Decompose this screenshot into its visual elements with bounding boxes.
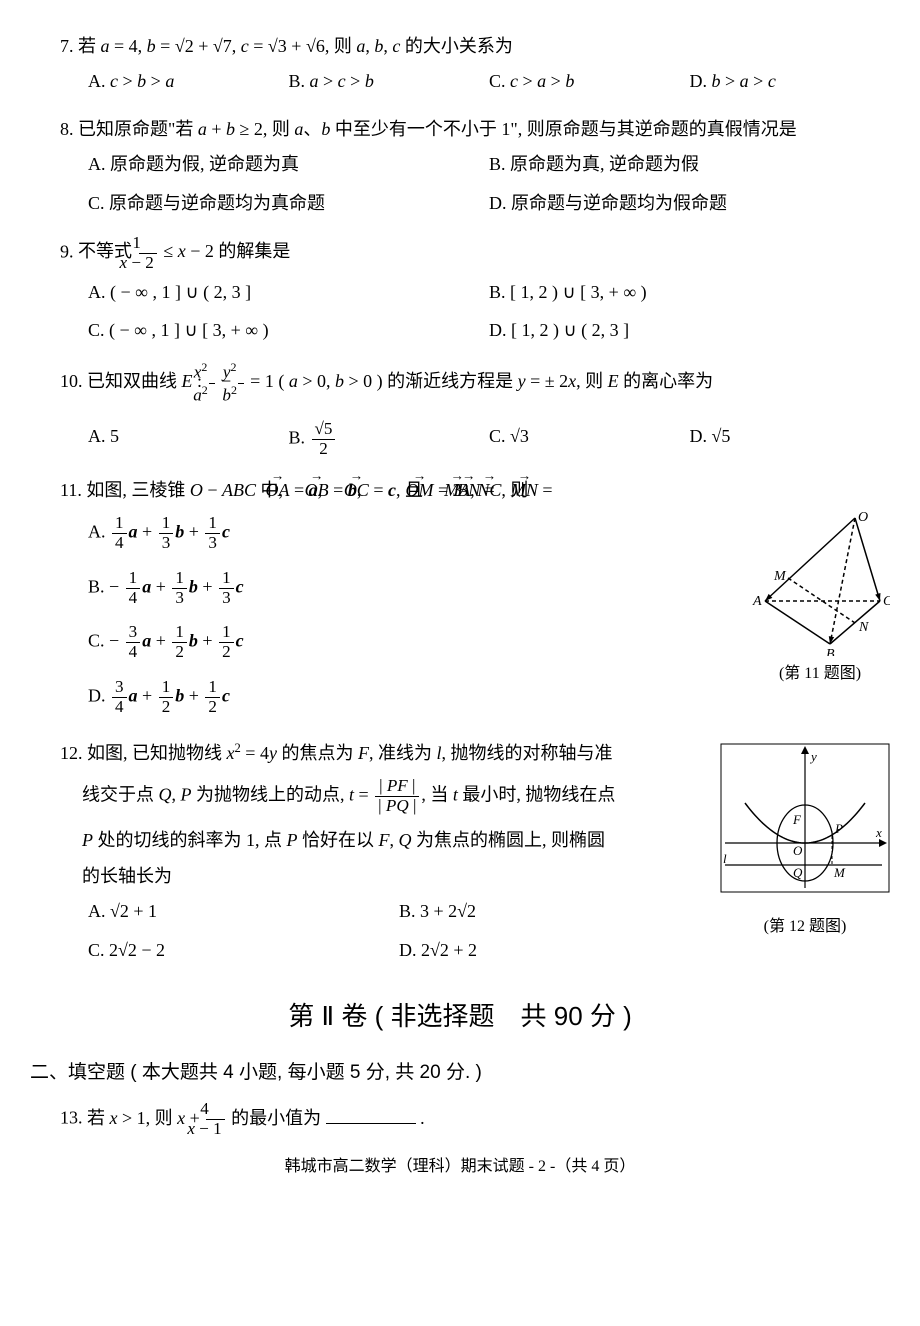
q11-fig-caption: (第 11 题图): [750, 660, 890, 689]
question-10: 10. 已知双曲线 E : x2a2 − y2b2 = 1 ( a > 0, b…: [30, 361, 890, 462]
q13-text: 若 x > 1, 则 x + 4x − 1 的最小值为 .: [87, 1108, 425, 1128]
q12-A: A. √2 + 1: [88, 892, 399, 930]
q7-num: 7.: [60, 36, 74, 56]
question-9: 9. 不等式 1x − 2 ≤ x − 2 的解集是 A. ( − ∞ , 1 …: [30, 234, 890, 349]
question-8: 8. 已知原命题"若 a + b ≥ 2, 则 a、b 中至少有一个不小于 1"…: [30, 113, 890, 222]
q10-options: A. 5 B. √52 C. √3 D. √5: [88, 417, 890, 462]
q7-C: C. c > a > b: [489, 62, 690, 100]
question-12: 12. 如图, 已知抛物线 x2 = 4y 的焦点为 F, 准线为 l, 抛物线…: [30, 737, 890, 970]
q12-fig-caption: (第 12 题图): [720, 913, 890, 942]
q10-B: B. √52: [289, 417, 490, 462]
q9-num: 9.: [60, 241, 74, 261]
svg-text:Q: Q: [793, 865, 803, 880]
section-2-title: 第 Ⅱ 卷 ( 非选择题 共 90 分 ): [30, 993, 890, 1040]
page-footer: 韩城市高二数学（理科）期末试题 - 2 -（共 4 页）: [30, 1153, 890, 1182]
q12-text4: 的长轴长为: [82, 860, 710, 892]
q7-A: A. c > b > a: [88, 62, 289, 100]
svg-text:B: B: [826, 647, 835, 656]
question-11: 11. 如图, 三棱锥 O − ABC 中, OA = a, OB = b, O…: [30, 474, 890, 725]
q11-D: D. 34a + 12b + 12c: [88, 670, 740, 725]
q13-stem: 13. 若 x > 1, 则 x + 4x − 1 的最小值为 .: [60, 1100, 890, 1139]
svg-text:C: C: [883, 594, 890, 609]
q11-C: C. − 34a + 12b + 12c: [88, 615, 740, 670]
q12-B: B. 3 + 2√2: [399, 892, 710, 930]
q12-text3: P 处的切线的斜率为 1, 点 P 恰好在以 F, Q 为焦点的椭圆上, 则椭圆: [82, 824, 710, 856]
q10-text: 已知双曲线 E : x2a2 − y2b2 = 1 ( a > 0, b > 0…: [87, 371, 713, 391]
q8-B: B. 原命题为真, 逆命题为假: [489, 145, 890, 183]
q10-C: C. √3: [489, 417, 690, 462]
svg-text:O: O: [858, 510, 868, 525]
svg-text:M: M: [833, 865, 846, 880]
q12-D: D. 2√2 + 2: [399, 931, 710, 969]
svg-text:l: l: [723, 851, 727, 866]
q8-num: 8.: [60, 119, 74, 139]
q8-text: 已知原命题"若 a + b ≥ 2, 则 a、b 中至少有一个不小于 1", 则…: [78, 119, 797, 139]
svg-text:N: N: [858, 620, 869, 635]
q7-D: D. b > a > c: [690, 62, 891, 100]
svg-text:y: y: [809, 749, 817, 764]
q12-figure: y x F OQ P Ml (第 12 题图): [720, 743, 890, 942]
subsection-2: 二、填空题 ( 本大题共 4 小题, 每小题 5 分, 共 20 分. ): [30, 1056, 890, 1090]
q11-svg: O A C B M N: [750, 506, 890, 656]
q7-text: 若 a = 4, b = √2 + √7, c = √3 + √6, 则 a, …: [78, 36, 513, 56]
svg-text:x: x: [875, 825, 882, 840]
q9-stem: 9. 不等式 1x − 2 ≤ x − 2 的解集是: [60, 234, 890, 273]
q9-text: 不等式 1x − 2 ≤ x − 2 的解集是: [78, 241, 290, 261]
q11-A: A. 14a + 13b + 13c: [88, 506, 740, 561]
q10-D: D. √5: [690, 417, 891, 462]
q8-C: C. 原命题与逆命题均为真命题: [88, 184, 489, 222]
q9-C: C. ( − ∞ , 1 ] ∪ [ 3, + ∞ ): [88, 311, 489, 349]
q9-B: B. [ 1, 2 ) ∪ [ 3, + ∞ ): [489, 273, 890, 311]
q9-options: A. ( − ∞ , 1 ] ∪ ( 2, 3 ] B. [ 1, 2 ) ∪ …: [88, 273, 890, 350]
svg-text:M: M: [773, 569, 787, 584]
q8-stem: 8. 已知原命题"若 a + b ≥ 2, 则 a、b 中至少有一个不小于 1"…: [60, 113, 890, 145]
q8-A: A. 原命题为假, 逆命题为真: [88, 145, 489, 183]
q9-D: D. [ 1, 2 ) ∪ ( 2, 3 ]: [489, 311, 890, 349]
q9-A: A. ( − ∞ , 1 ] ∪ ( 2, 3 ]: [88, 273, 489, 311]
q7-B: B. a > c > b: [289, 62, 490, 100]
q12-stem: 12. 如图, 已知抛物线 x2 = 4y 的焦点为 F, 准线为 l, 抛物线…: [60, 737, 710, 769]
question-13: 13. 若 x > 1, 则 x + 4x − 1 的最小值为 .: [30, 1100, 890, 1139]
q12-num: 12.: [60, 743, 83, 763]
svg-text:O: O: [793, 843, 803, 858]
q11-text: 如图, 三棱锥 O − ABC 中, OA = a, OB = b, OC = …: [86, 480, 552, 500]
q12-text1: 如图, 已知抛物线 x2 = 4y 的焦点为 F, 准线为 l, 抛物线的对称轴…: [87, 743, 612, 763]
q12-text2: 线交于点 Q, P 为抛物线上的动点, t = | PF || PQ |, 当 …: [82, 777, 710, 816]
q11-figure: O A C B M N (第 11 题图): [750, 506, 890, 689]
q10-A: A. 5: [88, 417, 289, 462]
q10-stem: 10. 已知双曲线 E : x2a2 − y2b2 = 1 ( a > 0, b…: [60, 361, 890, 405]
question-7: 7. 若 a = 4, b = √2 + √7, c = √3 + √6, 则 …: [30, 30, 890, 101]
q8-options: A. 原命题为假, 逆命题为真 B. 原命题为真, 逆命题为假 C. 原命题与逆…: [88, 145, 890, 222]
q7-options: A. c > b > a B. a > c > b C. c > a > b D…: [88, 62, 890, 100]
q11-options: A. 14a + 13b + 13c B. − 14a + 13b + 13c …: [88, 506, 740, 724]
q12-options: A. √2 + 1 B. 3 + 2√2 C. 2√2 − 2 D. 2√2 +…: [88, 892, 710, 969]
q7-stem: 7. 若 a = 4, b = √2 + √7, c = √3 + √6, 则 …: [60, 30, 890, 62]
q12-C: C. 2√2 − 2: [88, 931, 399, 969]
q13-num: 13.: [60, 1108, 83, 1128]
svg-text:A: A: [752, 594, 762, 609]
q11-B: B. − 14a + 13b + 13c: [88, 561, 740, 616]
q11-num: 11.: [60, 480, 82, 500]
q8-D: D. 原命题与逆命题均为假命题: [489, 184, 890, 222]
q10-num: 10.: [60, 371, 83, 391]
svg-text:F: F: [792, 812, 802, 827]
svg-text:P: P: [834, 821, 843, 836]
q12-svg: y x F OQ P Ml: [720, 743, 890, 893]
q11-stem: 11. 如图, 三棱锥 O − ABC 中, OA = a, OB = b, O…: [60, 474, 890, 506]
